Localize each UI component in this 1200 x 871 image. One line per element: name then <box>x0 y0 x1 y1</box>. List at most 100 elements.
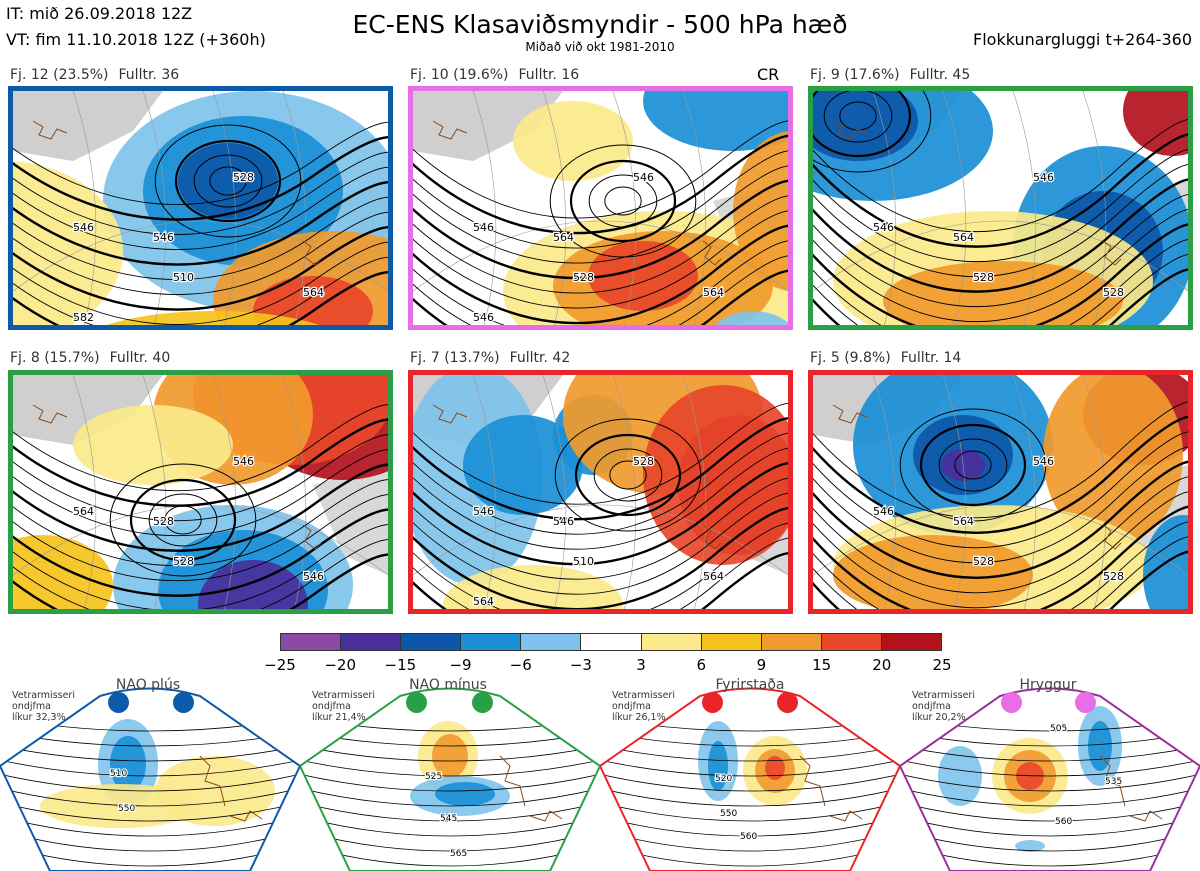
cluster-map-5[interactable]: 510528546510546564564 <box>408 370 793 614</box>
regime-title-nao-plus: NAO plús <box>115 677 181 693</box>
regime-contour-label: 505 <box>1050 724 1067 734</box>
colorbar-swatch <box>821 634 882 650</box>
colorbar-tick-label: −3 <box>569 656 592 674</box>
regime-contour-label: 510 <box>110 769 127 779</box>
contour-label: 528 <box>1103 286 1124 299</box>
contour-label: 546 <box>1033 455 1054 468</box>
regime-contour-label: 545 <box>440 814 457 824</box>
panel-1-member: Fulltr. 36 <box>118 67 180 83</box>
colorbar-tick-label: 3 <box>636 656 646 674</box>
colorbar-tick-label: −25 <box>264 656 296 674</box>
contour-label: 546 <box>233 455 254 468</box>
panel-1-caption: Fj. 12 (23.5%) Fulltr. 36 <box>10 67 179 83</box>
regime-title-blocking: Fyrirstaða <box>715 677 785 693</box>
panel-2-member: Fulltr. 16 <box>518 67 580 83</box>
regime-contour-label: 560 <box>1055 817 1072 827</box>
contour-label: 546 <box>73 221 94 234</box>
regime-note-nao-minus: Vetrarmisseri ondjfma líkur 21,4% <box>312 690 375 723</box>
regime-contour-label: 565 <box>450 849 467 859</box>
panel-3-caption: Fj. 9 (17.6%) Fulltr. 45 <box>810 67 970 83</box>
contour-label: 546 <box>473 221 494 234</box>
regime-dot-nao-minus-1 <box>406 692 427 713</box>
panel-6-member: Fulltr. 14 <box>900 350 962 366</box>
panel-6-caption: Fj. 5 (9.8%) Fulltr. 14 <box>810 350 961 366</box>
contour-label: 582 <box>73 311 94 324</box>
regime-contour-label: 550 <box>720 809 737 819</box>
regime-dot-blocking-2 <box>777 692 798 713</box>
colorbar-swatch <box>521 634 582 650</box>
panel-4-member: Fulltr. 40 <box>109 350 171 366</box>
contour-label: 528 <box>153 515 174 528</box>
regime-title-ridge: Hryggur <box>1019 677 1077 693</box>
contour-label: 546 <box>473 311 494 324</box>
contour-label: 564 <box>953 231 974 244</box>
valid-time-label: VT: fim 11.10.2018 12Z (+360h) <box>6 30 266 49</box>
contour-label: 528 <box>633 455 654 468</box>
anomaly-colorbar <box>280 633 942 651</box>
regime-map-nao-minus: 525 545 565 <box>300 676 600 871</box>
contour-label: 528 <box>973 555 994 568</box>
colorbar-swatch <box>341 634 402 650</box>
panel-3-member: Fulltr. 45 <box>909 67 971 83</box>
cluster-map-6[interactable]: 528546564582546528 <box>808 370 1193 614</box>
contour-label: 528 <box>233 171 254 184</box>
regime-contour-label: 525 <box>425 772 442 782</box>
regime-dot-ridge-2 <box>1075 692 1096 713</box>
contour-label: 564 <box>303 286 324 299</box>
colorbar-swatch <box>641 634 702 650</box>
contour-label: 528 <box>173 555 194 568</box>
panel-2-caption: Fj. 10 (19.6%) Fulltr. 16 <box>410 67 579 83</box>
regime-dot-ridge-1 <box>1001 692 1022 713</box>
cluster-map-4[interactable]: 528546528546564546 <box>8 370 393 614</box>
cluster-map-2[interactable]: 528546564528546564546 <box>408 86 793 330</box>
page-subtitle: Miðað við okt 1981-2010 <box>525 40 675 54</box>
regime-contour-label: 560 <box>740 832 757 842</box>
colorbar-swatch <box>881 634 942 650</box>
colorbar-tick-label: −15 <box>384 656 417 674</box>
cluster-window-label: Flokkunargluggi t+264-360 <box>973 30 1192 49</box>
cluster-map-3[interactable]: 528546564582546528 <box>808 86 1193 330</box>
panel-2-control-flag: CR <box>757 65 780 84</box>
colorbar-tick-label: 6 <box>696 656 707 674</box>
panel-4-cluster: Fj. 8 (15.7%) <box>10 350 100 366</box>
contour-label: 564 <box>73 505 94 518</box>
regime-map-nao-plus: 510 550 <box>0 676 300 871</box>
panel-5-member: Fulltr. 42 <box>509 350 571 366</box>
regime-dot-nao-minus-2 <box>472 692 493 713</box>
regime-note-ridge: Vetrarmisseri ondjfma líkur 20,2% <box>912 690 975 723</box>
colorbar-swatch <box>701 634 762 650</box>
regime-map-blocking: 520 550 560 <box>600 676 900 871</box>
colorbar-swatch <box>581 634 642 650</box>
regime-title-nao-minus: NAO mínus <box>409 677 487 693</box>
colorbar-tick-label: −9 <box>449 656 472 674</box>
regime-dot-blocking-1 <box>702 692 723 713</box>
contour-label: 546 <box>303 570 324 583</box>
contour-label: 564 <box>703 286 724 299</box>
colorbar-swatch <box>401 634 462 650</box>
contour-label: 546 <box>553 515 574 528</box>
colorbar-swatch <box>281 634 342 650</box>
panel-2-cluster: Fj. 10 (19.6%) <box>410 67 509 83</box>
regime-note-nao-plus: Vetrarmisseri ondjfma líkur 32,3% <box>12 690 75 723</box>
regime-dot-nao-plus-1 <box>108 692 129 713</box>
page-title: EC-ENS Klasaviðsmyndir - 500 hPa hæð <box>352 10 848 39</box>
contour-label: 546 <box>473 505 494 518</box>
contour-label: 510 <box>573 555 594 568</box>
regime-dot-nao-plus-2 <box>173 692 194 713</box>
contour-label: 564 <box>553 231 574 244</box>
regime-contour-label: 520 <box>715 774 732 784</box>
contour-label: 564 <box>473 595 494 608</box>
regime-map-ridge: 505 535 560 <box>900 676 1200 871</box>
colorbar-tick-label: −6 <box>509 656 532 674</box>
panel-4-caption: Fj. 8 (15.7%) Fulltr. 40 <box>10 350 170 366</box>
contour-label: 564 <box>703 570 724 583</box>
contour-label: 564 <box>953 515 974 528</box>
colorbar-swatch <box>761 634 822 650</box>
cluster-map-1[interactable]: 510528546564546564582 <box>8 86 393 330</box>
colorbar-tick-label: 15 <box>812 656 832 674</box>
colorbar-swatch <box>461 634 522 650</box>
contour-label: 546 <box>153 231 174 244</box>
panel-3-cluster: Fj. 9 (17.6%) <box>810 67 900 83</box>
regime-note-blocking: Vetrarmisseri ondjfma líkur 26,1% <box>612 690 675 723</box>
colorbar-tick-label: −20 <box>324 656 356 674</box>
